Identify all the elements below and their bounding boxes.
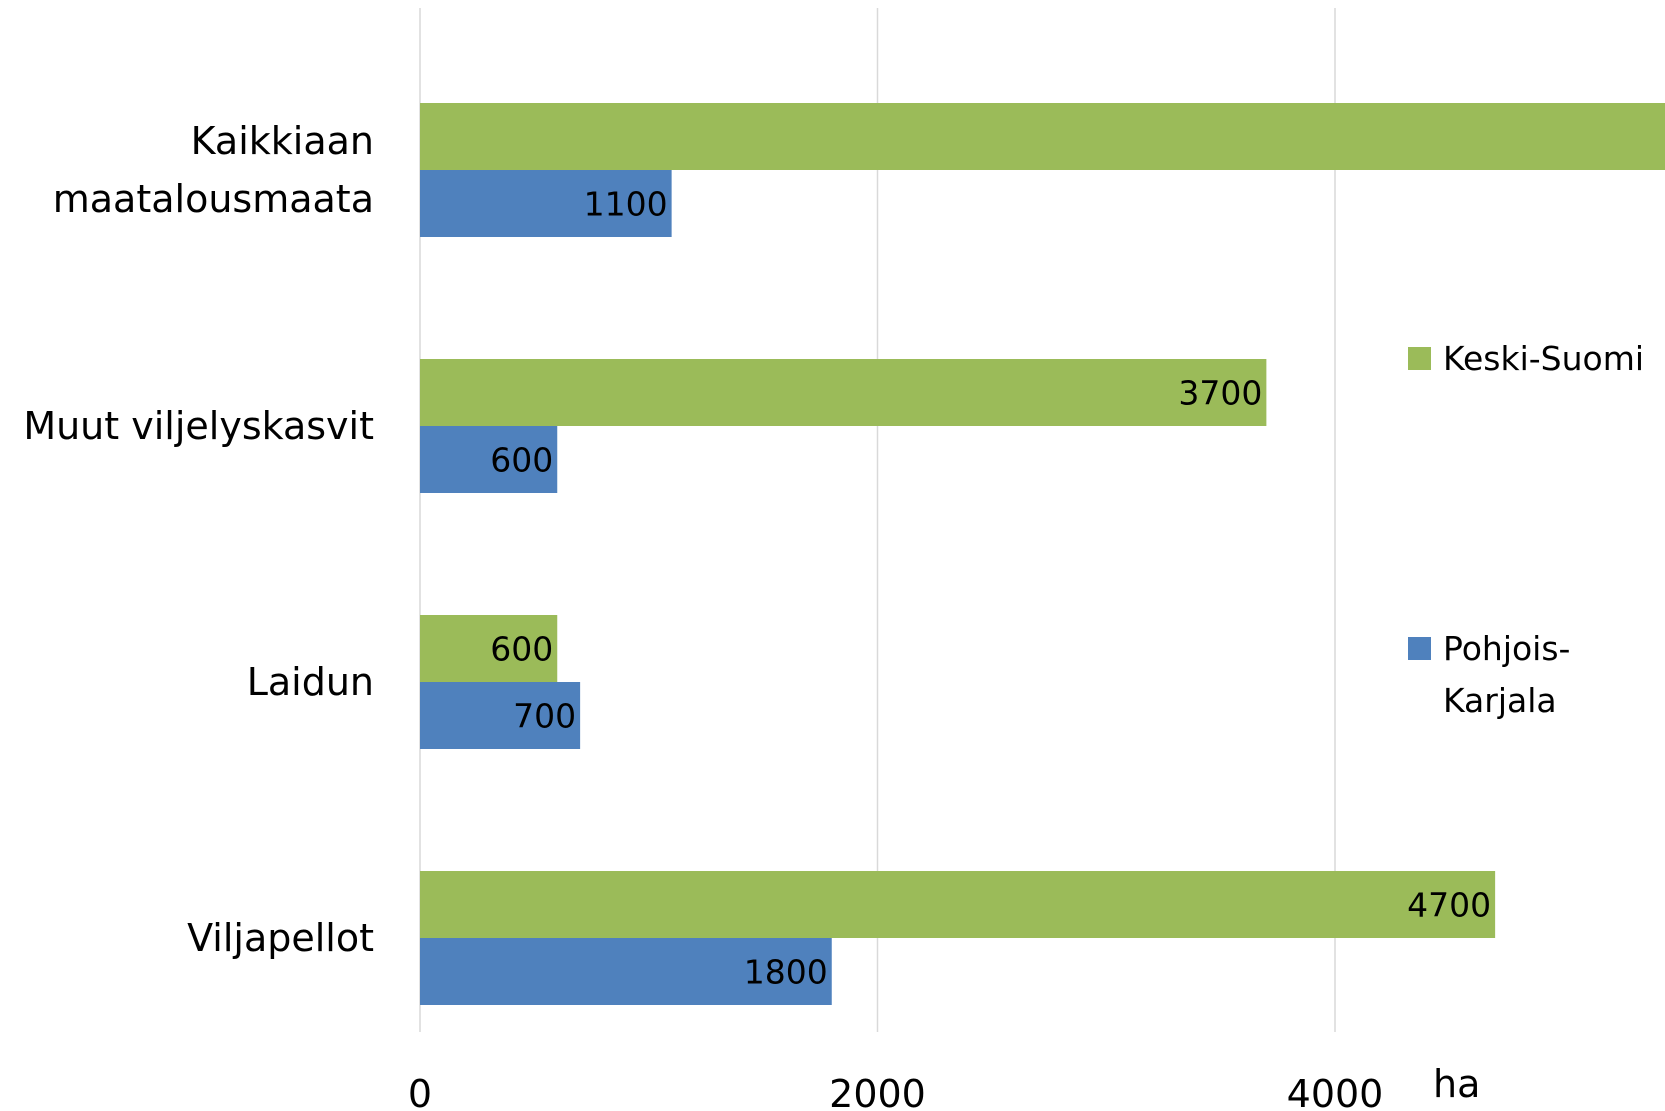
bar-keski-suomi	[420, 103, 1665, 170]
data-label: 1100	[584, 185, 668, 224]
category-label: maatalousmaata	[53, 177, 374, 221]
data-label: 1800	[744, 953, 828, 992]
x-tick-label: 2000	[829, 1072, 926, 1111]
bar-keski-suomi	[420, 359, 1267, 426]
x-tick-label: 4000	[1287, 1072, 1384, 1111]
legend-label: Karjala	[1443, 681, 1557, 720]
category-label: Muut viljelyskasvit	[23, 404, 374, 448]
bar-keski-suomi	[420, 871, 1496, 938]
legend-swatch	[1408, 347, 1431, 370]
bar-pohjois-karjala	[420, 170, 672, 237]
x-axis-unit-label: ha	[1433, 1062, 1480, 1106]
x-tick-label: 0	[408, 1072, 432, 1111]
bar-pohjois-karjala	[420, 938, 832, 1005]
data-label: 3700	[1178, 374, 1262, 413]
category-label: Laidun	[247, 660, 374, 704]
legend-label: Pohjois-	[1443, 629, 1570, 668]
bar-pohjois-karjala	[420, 426, 558, 493]
data-label: 600	[490, 441, 553, 480]
bar-keski-suomi	[420, 615, 558, 682]
legend: Keski-Suomi Pohjois- Karjala	[1408, 339, 1644, 720]
legend-swatch	[1408, 637, 1431, 660]
data-label: 4700	[1407, 886, 1491, 925]
data-labels: 62001100370060060070047001800	[490, 185, 1491, 992]
x-axis-tick-labels: 02000400060008000	[408, 1072, 1384, 1111]
category-labels: Kaikkiaan maatalousmaata Muut viljelyskasv…	[23, 119, 374, 960]
data-label: 700	[513, 697, 576, 736]
bar-pohjois-karjala	[420, 682, 581, 749]
legend-label: Keski-Suomi	[1443, 339, 1644, 378]
category-label: Viljapellot	[187, 916, 374, 960]
category-label: Kaikkiaan	[191, 119, 374, 163]
bars	[420, 103, 1665, 1005]
data-label: 600	[490, 630, 553, 669]
